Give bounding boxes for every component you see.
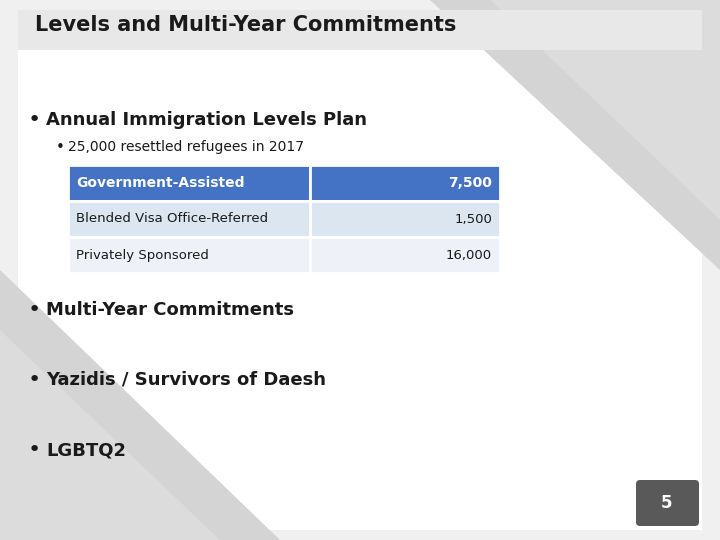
Text: 25,000 resettled refugees in 2017: 25,000 resettled refugees in 2017 [68, 140, 304, 154]
Polygon shape [0, 270, 280, 540]
FancyBboxPatch shape [18, 10, 702, 50]
Text: •: • [28, 440, 41, 460]
Text: Privately Sponsored: Privately Sponsored [76, 248, 209, 261]
FancyBboxPatch shape [68, 201, 310, 237]
Text: •: • [28, 110, 41, 130]
FancyBboxPatch shape [310, 237, 500, 273]
Text: 7,500: 7,500 [448, 176, 492, 190]
FancyBboxPatch shape [18, 10, 702, 530]
Text: •: • [28, 300, 41, 320]
FancyBboxPatch shape [310, 165, 500, 201]
Text: •: • [56, 139, 65, 154]
Polygon shape [490, 0, 720, 220]
FancyBboxPatch shape [68, 237, 310, 273]
Text: Government-Assisted: Government-Assisted [76, 176, 245, 190]
Text: Yazidis / Survivors of Daesh: Yazidis / Survivors of Daesh [46, 371, 326, 389]
FancyBboxPatch shape [68, 165, 310, 201]
FancyBboxPatch shape [310, 201, 500, 237]
Text: Multi-Year Commitments: Multi-Year Commitments [46, 301, 294, 319]
Text: Annual Immigration Levels Plan: Annual Immigration Levels Plan [46, 111, 367, 129]
Text: Blended Visa Office-Referred: Blended Visa Office-Referred [76, 213, 268, 226]
Polygon shape [430, 0, 720, 270]
Text: LGBTQ2: LGBTQ2 [46, 441, 126, 459]
Text: Levels and Multi-Year Commitments: Levels and Multi-Year Commitments [35, 15, 456, 35]
Polygon shape [0, 330, 220, 540]
Text: •: • [28, 370, 41, 390]
Text: 1,500: 1,500 [454, 213, 492, 226]
Text: 16,000: 16,000 [446, 248, 492, 261]
Text: 5: 5 [661, 494, 672, 512]
FancyBboxPatch shape [636, 480, 699, 526]
